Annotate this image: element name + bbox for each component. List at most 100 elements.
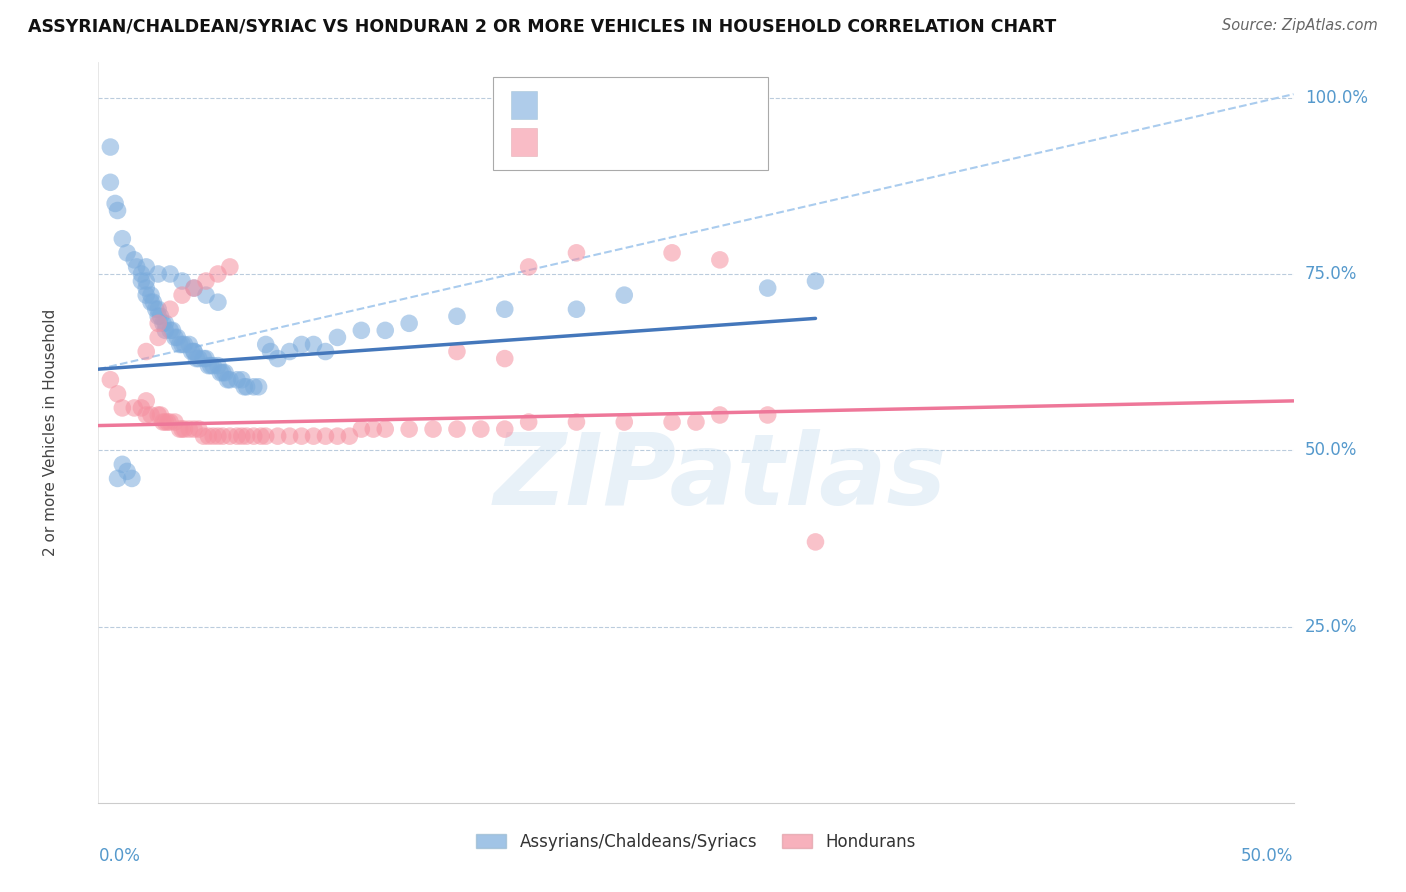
Point [470,422,492,436]
Point [226,429,249,443]
Point [446,310,468,324]
Point [565,302,588,317]
Point [254,337,277,351]
Point [107,387,129,401]
Point [163,330,186,344]
Point [159,267,181,281]
Point [159,302,181,317]
Point [135,274,157,288]
Point [326,429,349,443]
Point [207,359,229,373]
Text: ZIPatlas: ZIPatlas [494,428,946,525]
Point [219,260,242,274]
Point [183,344,205,359]
Point [517,415,540,429]
Point [243,380,266,394]
Point [152,415,174,429]
Legend: Assyrians/Chaldeans/Syriacs, Hondurans: Assyrians/Chaldeans/Syriacs, Hondurans [470,826,922,857]
Point [254,429,277,443]
Point [107,203,129,218]
Point [267,429,290,443]
Point [180,344,202,359]
Point [148,267,170,281]
Point [494,422,516,436]
Point [183,344,205,359]
Point [291,429,314,443]
Point [155,316,177,330]
Point [235,380,257,394]
Point [172,422,194,436]
Point [98,175,122,189]
Point [200,359,222,373]
Point [148,302,170,317]
Point [148,408,170,422]
Point [156,415,179,429]
Point [326,330,349,344]
Point [166,330,188,344]
Point [339,429,361,443]
Point [243,429,266,443]
Point [172,274,194,288]
Text: 50.0%: 50.0% [1305,442,1357,459]
Point [202,429,225,443]
Point [231,429,253,443]
Point [207,295,229,310]
Point [709,252,731,267]
Point [494,351,516,366]
Point [142,295,165,310]
Point [202,359,225,373]
Point [111,401,134,415]
Point [193,429,215,443]
Point [291,337,314,351]
Point [149,408,172,422]
Point [124,401,146,415]
Point [115,245,138,260]
Point [207,429,229,443]
Point [235,429,257,443]
Point [350,323,373,337]
Point [446,344,468,359]
Point [446,422,468,436]
Point [363,422,385,436]
Point [517,260,540,274]
Point [152,316,174,330]
Point [148,310,170,324]
Point [278,429,301,443]
Point [278,344,301,359]
Point [211,429,233,443]
Text: R = 0.053: R = 0.053 [547,133,637,151]
Point [685,415,707,429]
Point [148,330,170,344]
Point [197,429,219,443]
Point [756,408,779,422]
Point [219,373,242,387]
Point [374,323,396,337]
Point [169,337,191,351]
Point [155,323,177,337]
Point [247,380,270,394]
Point [139,288,162,302]
Text: 100.0%: 100.0% [1305,88,1368,107]
Point [135,393,157,408]
Point [804,535,827,549]
Point [124,252,146,267]
Point [186,351,208,366]
Point [422,422,444,436]
Point [494,302,516,317]
Point [139,295,162,310]
Text: Source: ZipAtlas.com: Source: ZipAtlas.com [1222,18,1378,33]
Point [187,351,209,366]
Text: N = 74: N = 74 [661,133,728,151]
FancyBboxPatch shape [510,91,537,119]
Point [207,267,229,281]
Point [398,316,420,330]
Point [149,310,172,324]
Point [565,245,588,260]
Point [226,373,249,387]
Point [172,288,194,302]
Point [195,288,218,302]
Point [115,464,138,478]
Text: 0.0%: 0.0% [98,847,141,865]
Point [111,232,134,246]
Point [217,373,239,387]
